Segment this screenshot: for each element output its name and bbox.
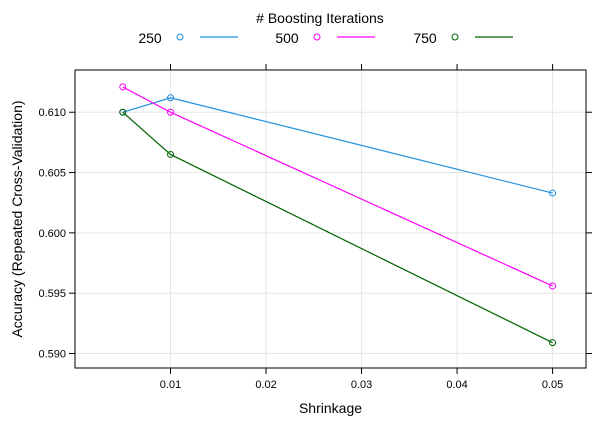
data-point: [167, 150, 175, 158]
legend-item-250: 250: [138, 30, 238, 46]
x-tick-label: 0.01: [160, 379, 181, 391]
legend-marker: [451, 33, 459, 41]
legend-label: 500: [275, 30, 299, 46]
data-point: [167, 108, 175, 116]
series-line: [122, 97, 553, 194]
series-250: [119, 94, 557, 197]
legend-item-750: 750: [413, 30, 513, 46]
y-axis-title: Accuracy (Repeated Cross-Validation): [9, 100, 25, 337]
legend-label: 750: [413, 30, 437, 46]
legend: # Boosting Iterations 250 500 750: [138, 10, 513, 46]
data-point: [119, 83, 127, 91]
y-tick-label: 0.590: [38, 349, 66, 361]
y-tick-label: 0.595: [38, 288, 66, 300]
grid: [75, 70, 586, 368]
data-point: [549, 339, 557, 347]
legend-marker: [176, 33, 184, 41]
data-point: [549, 189, 557, 197]
data-point: [119, 108, 127, 116]
y-tick-label: 0.605: [38, 168, 66, 180]
data-point: [167, 94, 175, 102]
legend-title: # Boosting Iterations: [256, 10, 384, 26]
series-line: [122, 86, 553, 287]
series-500: [119, 83, 557, 290]
x-tick-label: 0.05: [542, 379, 563, 391]
series-layer: [119, 83, 557, 347]
x-tick-label: 0.02: [255, 379, 276, 391]
x-tick-label: 0.04: [446, 379, 467, 391]
data-point: [549, 282, 557, 290]
legend-marker: [313, 33, 321, 41]
plot-area: 0.01 0.02 0.03 0.04 0.05 0.590 0.595 0.600 0.605…: [38, 64, 592, 391]
series-750: [119, 108, 557, 347]
legend-item-500: 500: [275, 30, 375, 46]
axis-ticks: 0.01 0.02 0.03 0.04 0.05 0.590 0.595 0.600 0.605…: [38, 64, 592, 391]
x-tick-label: 0.03: [351, 379, 372, 391]
legend-label: 250: [138, 30, 162, 46]
plot-frame: [74, 69, 587, 369]
y-tick-label: 0.600: [38, 228, 66, 240]
y-tick-label: 0.610: [38, 107, 66, 119]
x-axis-title: Shrinkage: [299, 400, 362, 416]
series-line: [122, 111, 553, 344]
legend-items: 250 500 750: [138, 30, 513, 46]
